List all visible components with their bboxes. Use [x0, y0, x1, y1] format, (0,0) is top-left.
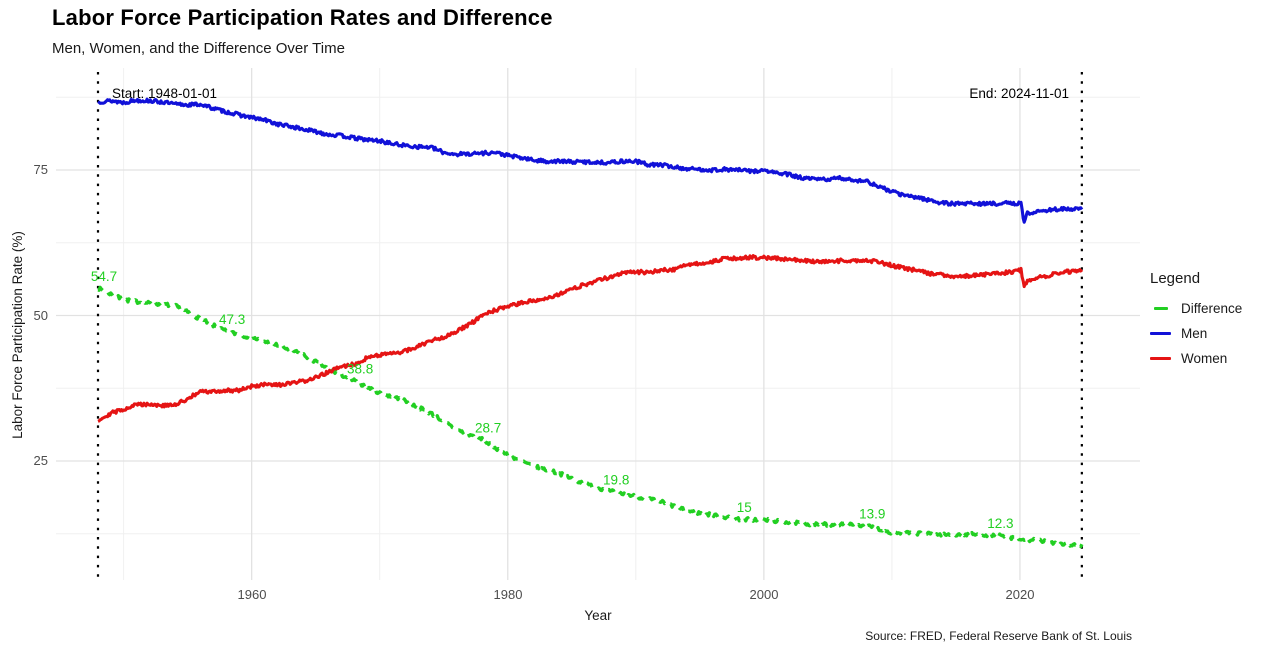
source-caption: Source: FRED, Federal Reserve Bank of St…	[865, 629, 1132, 643]
start-date-annotation: Start: 1948-01-01	[112, 86, 218, 101]
y-axis-title: Labor Force Participation Rate (%)	[10, 231, 25, 439]
series-line-difference	[97, 285, 1084, 549]
chart-title: Labor Force Participation Rates and Diff…	[52, 5, 553, 30]
x-axis-title: Year	[584, 608, 612, 623]
women-line-key-icon	[1150, 356, 1171, 361]
difference-value-label: 54.7	[91, 269, 117, 284]
difference-value-label: 38.8	[347, 362, 373, 377]
legend-label-men: Men	[1181, 326, 1208, 341]
series-line-men	[97, 97, 1084, 224]
legend-label-difference: Difference	[1181, 301, 1243, 316]
difference-value-label: 13.9	[859, 507, 885, 522]
x-tick-1980: 1980	[493, 587, 523, 602]
x-tick-1960: 1960	[237, 587, 267, 602]
difference-value-label: 47.3	[219, 312, 245, 327]
men-line-key-icon	[1150, 331, 1171, 336]
end-date-annotation: End: 2024-11-01	[969, 86, 1069, 101]
difference-value-label: 19.8	[603, 472, 629, 487]
x-tick-2000: 2000	[749, 587, 779, 602]
legend-title: Legend	[1150, 270, 1201, 287]
x-tick-2020: 2020	[1005, 587, 1035, 602]
legend-item-men: Men	[1150, 321, 1278, 346]
difference-value-label: 15	[737, 500, 752, 515]
chart-subtitle: Men, Women, and the Difference Over Time	[52, 40, 345, 57]
legend: Legend Difference Men Women	[1150, 270, 1278, 371]
y-tick-25: 25	[33, 453, 48, 468]
legend-label-women: Women	[1181, 351, 1228, 366]
series-line-women	[97, 254, 1084, 423]
difference-line-key-icon	[1150, 306, 1171, 311]
y-tick-50: 50	[33, 308, 48, 323]
difference-value-label: 12.3	[987, 516, 1013, 531]
y-tick-75: 75	[33, 162, 48, 177]
legend-item-women: Women	[1150, 346, 1278, 371]
legend-item-difference: Difference	[1150, 296, 1278, 321]
difference-value-label: 28.7	[475, 421, 501, 436]
